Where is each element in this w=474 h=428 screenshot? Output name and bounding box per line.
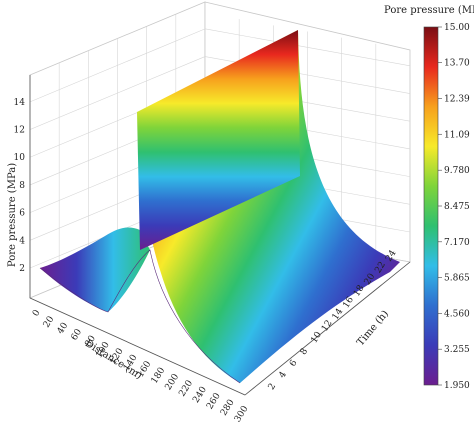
x-tick-label: 260 — [205, 391, 223, 411]
z-tick-label: 4 — [19, 236, 25, 246]
x-tick-label: 300 — [233, 404, 251, 424]
colorbar-label: Pore pressure (MPa) — [384, 5, 474, 16]
x-tick-label: 200 — [164, 372, 182, 392]
z-tick-label: 14 — [14, 98, 26, 108]
x-axis-line — [29, 297, 246, 396]
y-tick-label: 4 — [277, 370, 289, 380]
colorbar-tick-label: 12.39 — [444, 95, 470, 105]
surface-front-edge — [39, 249, 241, 384]
z-tick-label: 8 — [19, 181, 25, 191]
colorbar-tick-label: 7.170 — [444, 238, 470, 248]
colorbar-tick-label: 4.560 — [444, 309, 470, 319]
x-tick-label: 240 — [191, 385, 209, 405]
y-tick-label: 6 — [288, 358, 300, 368]
surface-wellbore-wall — [137, 30, 300, 250]
y-tick-label: 2 — [267, 382, 279, 392]
z-axis-label: Pore pressure (MPa) — [7, 163, 18, 267]
colorbar: Pore pressure (MPa) 1.950 3.255 4.560 5.865… — [384, 5, 474, 391]
colorbar-tick-label: 5.865 — [444, 274, 470, 284]
colorbar-tick-label: 1.950 — [444, 381, 470, 391]
colorbar-tick-label: 11.09 — [444, 130, 470, 140]
colorbar-tick-label: 13.70 — [444, 59, 470, 69]
colorbar-tick-label: 8.475 — [444, 202, 470, 212]
y-axis-label: Time (h) — [355, 308, 391, 348]
z-axis: 2 4 6 8 10 12 14 — [14, 75, 31, 298]
z-tick-label: 12 — [14, 126, 25, 136]
x-tick-label: 20 — [42, 314, 57, 329]
x-tick-label: 40 — [56, 321, 71, 336]
colorbar-tick-label: 9.780 — [444, 166, 470, 176]
pressure-surface — [39, 30, 400, 384]
surface-left-region — [40, 227, 150, 312]
colorbar-tick-label: 15.00 — [444, 23, 470, 33]
z-tick-label: 2 — [19, 264, 25, 274]
colorbar-gradient — [423, 26, 439, 386]
z-tick-label: 6 — [19, 209, 25, 219]
y-axis-line — [244, 261, 411, 396]
y-tick-label: 8 — [299, 347, 311, 357]
x-tick-label: 220 — [177, 378, 195, 398]
colorbar-tick-label: 3.255 — [444, 345, 470, 355]
x-tick-label: 0 — [31, 308, 43, 318]
colorbar-ticks: 1.950 3.255 4.560 5.865 7.170 8.475 9.780 11.09… — [438, 23, 470, 391]
x-tick-label: 180 — [150, 366, 168, 386]
x-tick-label: 280 — [219, 398, 237, 418]
z-tick-label: 10 — [14, 153, 26, 163]
x-tick-label: 60 — [70, 327, 85, 342]
